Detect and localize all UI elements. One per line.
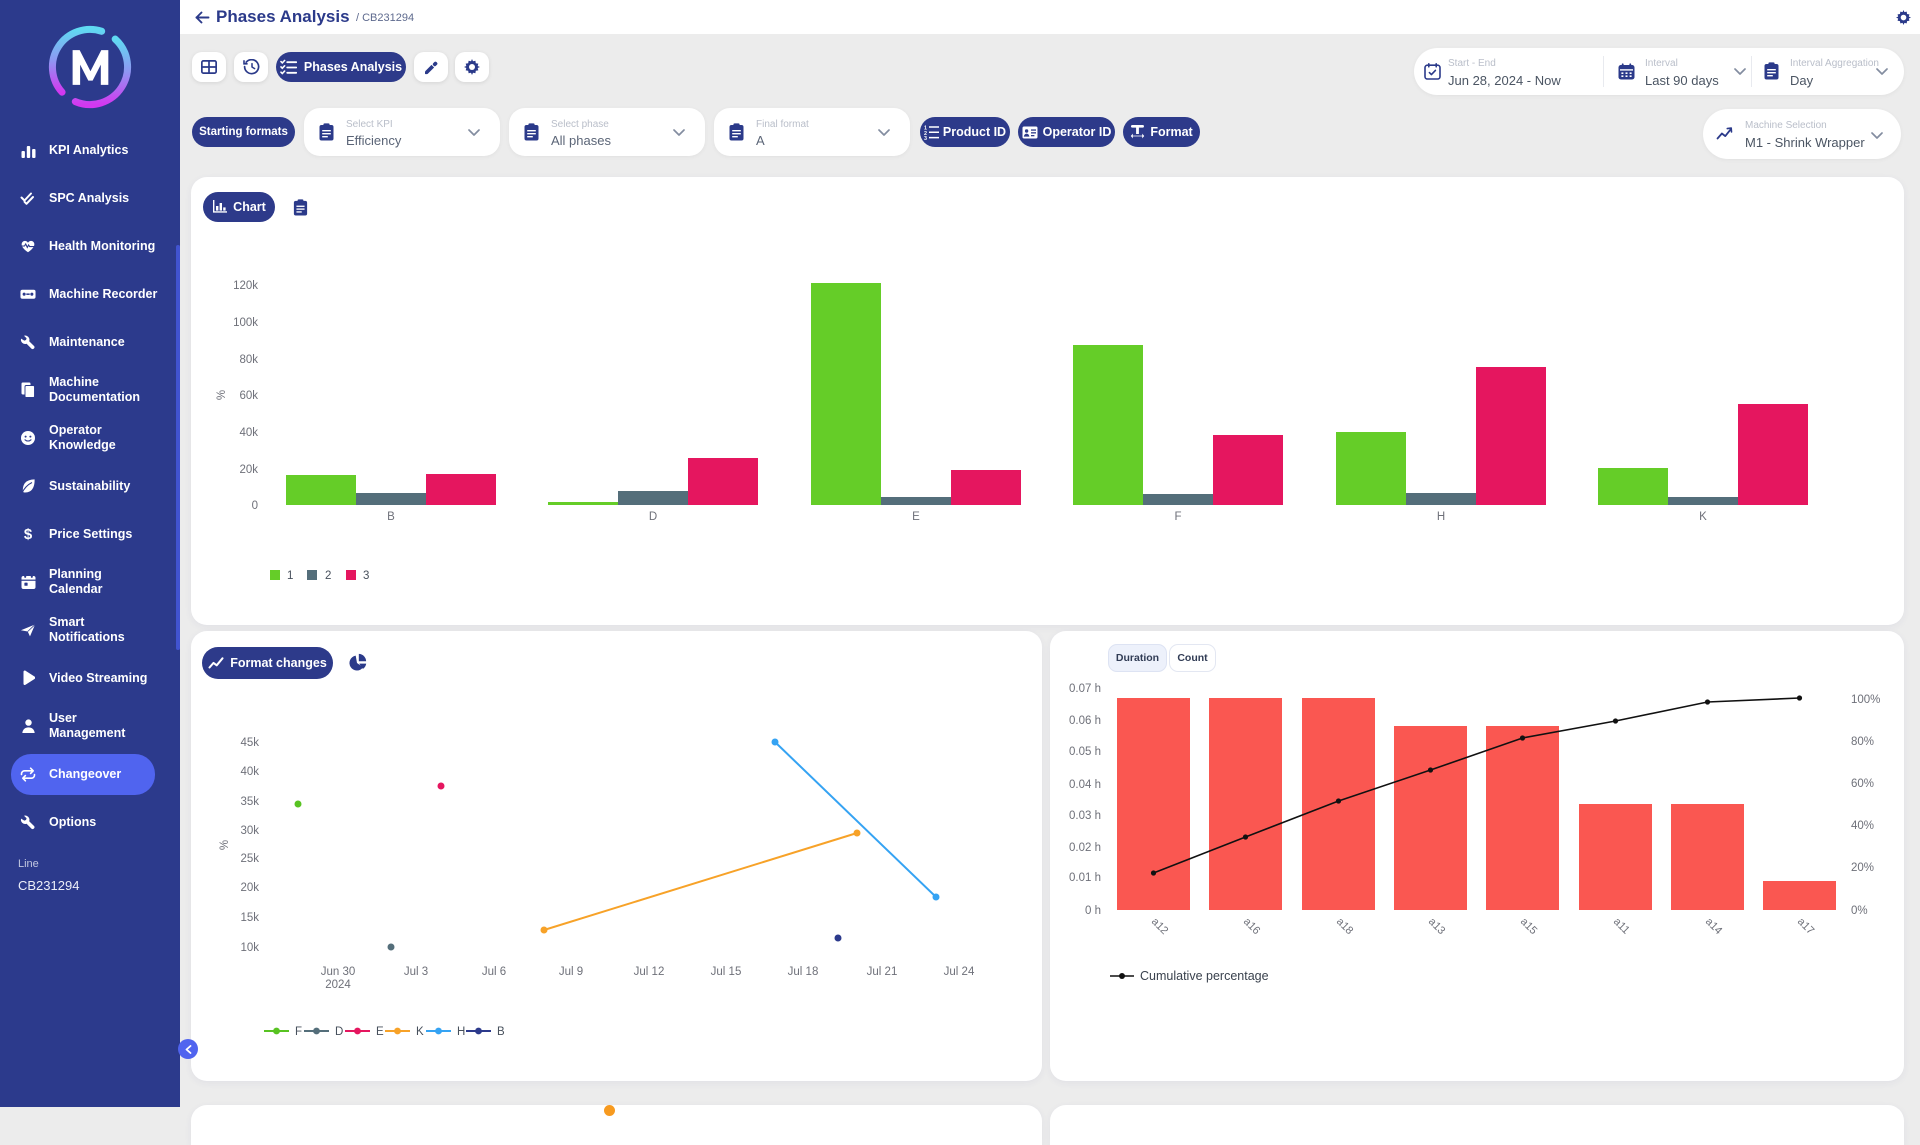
svg-text:40k: 40k — [239, 427, 258, 439]
svg-text:B: B — [497, 1026, 505, 1038]
svg-text:E: E — [912, 511, 920, 523]
svg-text:80k: 80k — [239, 354, 258, 366]
svg-text:0 h: 0 h — [1085, 905, 1101, 917]
svg-text:Jul 21: Jul 21 — [867, 966, 898, 978]
svg-text:40k: 40k — [240, 766, 259, 778]
svg-text:0.06 h: 0.06 h — [1069, 715, 1101, 727]
svg-text:40%: 40% — [1851, 820, 1874, 832]
svg-text:1: 1 — [287, 570, 293, 582]
svg-text:1: 1 — [924, 125, 927, 131]
svg-text:100k: 100k — [233, 317, 258, 329]
svg-text:a11: a11 — [1611, 916, 1632, 937]
svg-text:H: H — [457, 1026, 465, 1038]
svg-text:a17: a17 — [1795, 916, 1816, 937]
svg-text:0.03 h: 0.03 h — [1069, 810, 1101, 822]
svg-text:a14: a14 — [1703, 916, 1724, 937]
svg-text:F: F — [1174, 511, 1181, 523]
svg-text:10k: 10k — [240, 942, 259, 954]
svg-text:45k: 45k — [240, 737, 259, 749]
svg-text:a13: a13 — [1426, 916, 1447, 937]
svg-text:Jul 24: Jul 24 — [944, 966, 975, 978]
svg-text:0%: 0% — [1851, 905, 1868, 917]
svg-text:D: D — [649, 511, 657, 523]
svg-text:Jul 6: Jul 6 — [482, 966, 506, 978]
svg-text:Jul 12: Jul 12 — [634, 966, 665, 978]
svg-text:Cumulative percentage: Cumulative percentage — [1140, 969, 1269, 983]
svg-text:3: 3 — [363, 570, 369, 582]
svg-text:B: B — [387, 511, 395, 523]
svg-text:0.07 h: 0.07 h — [1069, 683, 1101, 695]
svg-text:35k: 35k — [240, 796, 259, 808]
svg-text:2: 2 — [325, 570, 331, 582]
svg-text:60k: 60k — [239, 390, 258, 402]
svg-text:100%: 100% — [1851, 694, 1880, 706]
svg-text:120k: 120k — [233, 280, 258, 292]
svg-text:60%: 60% — [1851, 778, 1874, 790]
svg-text:H: H — [1437, 511, 1445, 523]
svg-text:20k: 20k — [240, 882, 259, 894]
svg-text:2024: 2024 — [325, 979, 351, 991]
svg-text:K: K — [1699, 511, 1707, 523]
svg-text:30k: 30k — [240, 825, 259, 837]
svg-text:K: K — [416, 1026, 424, 1038]
svg-text:Jul 9: Jul 9 — [559, 966, 583, 978]
svg-text:Jul 18: Jul 18 — [788, 966, 819, 978]
svg-text:25k: 25k — [240, 853, 259, 865]
svg-text:a16: a16 — [1241, 916, 1262, 937]
svg-text:a15: a15 — [1518, 916, 1539, 937]
svg-text:0.05 h: 0.05 h — [1069, 746, 1101, 758]
svg-text:0.01 h: 0.01 h — [1069, 872, 1101, 884]
svg-text:0: 0 — [252, 500, 258, 512]
svg-text:0.02 h: 0.02 h — [1069, 842, 1101, 854]
svg-text:2: 2 — [924, 130, 927, 136]
svg-text:15k: 15k — [240, 912, 259, 924]
svg-text:3: 3 — [924, 136, 927, 140]
svg-text:0.04 h: 0.04 h — [1069, 779, 1101, 791]
svg-text:Jul 15: Jul 15 — [711, 966, 742, 978]
svg-text:%: % — [216, 390, 228, 400]
svg-text:20k: 20k — [239, 464, 258, 476]
svg-text:80%: 80% — [1851, 736, 1874, 748]
svg-text:Jul 3: Jul 3 — [404, 966, 428, 978]
svg-text:a12: a12 — [1149, 916, 1170, 937]
svg-text:%: % — [219, 840, 231, 850]
svg-text:D: D — [335, 1026, 343, 1038]
svg-text:E: E — [376, 1026, 384, 1038]
svg-text:F: F — [295, 1026, 302, 1038]
svg-text:a18: a18 — [1334, 916, 1355, 937]
svg-text:Jun 30: Jun 30 — [321, 966, 356, 978]
svg-text:20%: 20% — [1851, 862, 1874, 874]
